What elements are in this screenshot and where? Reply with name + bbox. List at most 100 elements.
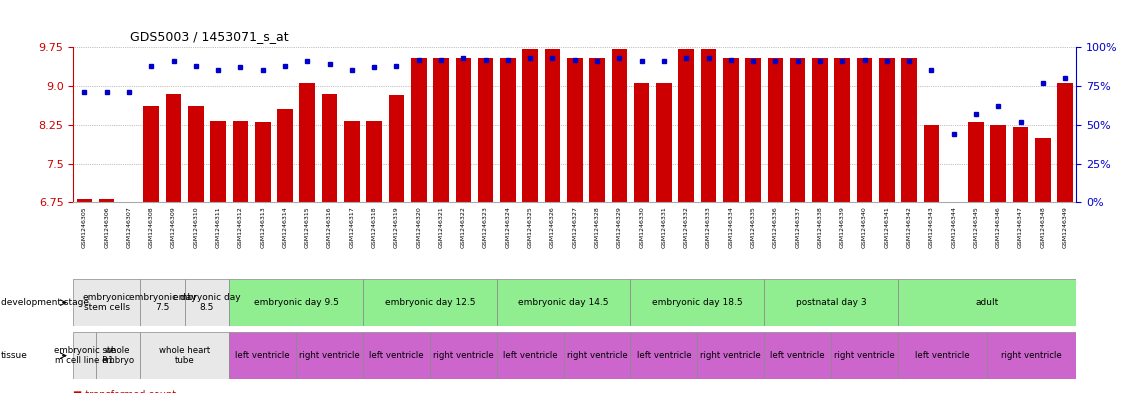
Text: GSM1246344: GSM1246344 [951, 206, 956, 248]
Bar [790, 57, 806, 202]
Bar [185, 279, 229, 326]
Text: GSM1246325: GSM1246325 [527, 206, 533, 248]
Text: GSM1246331: GSM1246331 [662, 206, 666, 248]
Text: GSM1246322: GSM1246322 [461, 206, 465, 248]
Bar [724, 57, 738, 202]
Bar [902, 57, 917, 202]
Text: GSM1246346: GSM1246346 [996, 206, 1001, 248]
Bar [656, 83, 672, 202]
Text: GSM1246314: GSM1246314 [283, 206, 287, 248]
Text: left ventricle: left ventricle [771, 351, 825, 360]
Bar [500, 57, 516, 202]
Text: GSM1246313: GSM1246313 [260, 206, 265, 248]
Bar [478, 57, 494, 202]
Bar [924, 125, 939, 202]
Bar [455, 57, 471, 202]
Bar [140, 279, 185, 326]
Text: GSM1246339: GSM1246339 [840, 206, 845, 248]
Text: embryonic day
7.5: embryonic day 7.5 [128, 293, 196, 312]
Bar [589, 57, 605, 202]
Bar [898, 279, 1076, 326]
Text: right ventricle: right ventricle [433, 351, 494, 360]
Bar [767, 57, 783, 202]
Bar [764, 332, 831, 379]
Text: right ventricle: right ventricle [567, 351, 628, 360]
Bar [991, 125, 1006, 202]
Bar [411, 57, 426, 202]
Bar [857, 57, 872, 202]
Bar [879, 57, 895, 202]
Text: right ventricle: right ventricle [1001, 351, 1062, 360]
Text: embryonic day
8.5: embryonic day 8.5 [174, 293, 241, 312]
Bar [122, 202, 136, 207]
Bar [633, 83, 649, 202]
Text: whole
embryo: whole embryo [101, 346, 134, 365]
Bar [523, 49, 538, 202]
Text: embryonic day 18.5: embryonic day 18.5 [653, 298, 743, 307]
Text: postnatal day 3: postnatal day 3 [796, 298, 867, 307]
Bar [255, 122, 270, 202]
Bar [429, 332, 497, 379]
Text: right ventricle: right ventricle [834, 351, 895, 360]
Text: GSM1246342: GSM1246342 [906, 206, 912, 248]
Bar [366, 121, 382, 202]
Text: GSM1246336: GSM1246336 [773, 206, 778, 248]
Text: development stage: development stage [1, 298, 89, 307]
Bar [363, 279, 497, 326]
Bar [433, 57, 449, 202]
Bar [99, 199, 115, 202]
Text: GSM1246330: GSM1246330 [639, 206, 645, 248]
Bar [834, 57, 850, 202]
Bar [322, 94, 337, 202]
Text: GSM1246305: GSM1246305 [82, 206, 87, 248]
Bar [73, 279, 140, 326]
Text: GSM1246329: GSM1246329 [616, 206, 622, 248]
Bar [544, 49, 560, 202]
Text: embryonic day 9.5: embryonic day 9.5 [254, 298, 338, 307]
Text: left ventricle: left ventricle [370, 351, 424, 360]
Text: GSM1246317: GSM1246317 [349, 206, 354, 248]
Bar [612, 49, 627, 202]
Bar [211, 121, 225, 202]
Bar [1035, 138, 1050, 202]
Text: ■ transformed count: ■ transformed count [73, 390, 177, 393]
Text: left ventricle: left ventricle [503, 351, 558, 360]
Bar [77, 199, 92, 202]
Text: GSM1246323: GSM1246323 [483, 206, 488, 248]
Text: embryonic day 12.5: embryonic day 12.5 [384, 298, 476, 307]
Text: GSM1246348: GSM1246348 [1040, 206, 1046, 248]
Bar [296, 332, 363, 379]
Text: GSM1246315: GSM1246315 [304, 206, 310, 248]
Bar [497, 279, 630, 326]
Bar [968, 122, 984, 202]
Text: GDS5003 / 1453071_s_at: GDS5003 / 1453071_s_at [130, 30, 289, 43]
Bar [166, 94, 181, 202]
Text: embryonic ste
m cell line R1: embryonic ste m cell line R1 [53, 346, 115, 365]
Text: GSM1246340: GSM1246340 [862, 206, 867, 248]
Text: GSM1246318: GSM1246318 [372, 206, 376, 248]
Bar [229, 332, 296, 379]
Text: GSM1246324: GSM1246324 [505, 206, 511, 248]
Text: GSM1246319: GSM1246319 [394, 206, 399, 248]
Text: GSM1246311: GSM1246311 [215, 206, 221, 248]
Text: left ventricle: left ventricle [236, 351, 290, 360]
Bar [745, 57, 761, 202]
Text: embryonic day 14.5: embryonic day 14.5 [518, 298, 609, 307]
Bar [140, 332, 229, 379]
Bar [678, 49, 694, 202]
Bar [96, 332, 140, 379]
Bar [1057, 83, 1073, 202]
Text: embryonic
stem cells: embryonic stem cells [82, 293, 131, 312]
Bar [987, 332, 1076, 379]
Text: GSM1246337: GSM1246337 [796, 206, 800, 248]
Bar [630, 332, 698, 379]
Bar [73, 332, 96, 379]
Text: GSM1246341: GSM1246341 [885, 206, 889, 248]
Bar [630, 279, 764, 326]
Bar [764, 279, 898, 326]
Bar [277, 109, 293, 202]
Text: left ventricle: left ventricle [637, 351, 691, 360]
Bar [300, 83, 316, 202]
Text: GSM1246349: GSM1246349 [1063, 206, 1067, 248]
Bar [188, 106, 204, 202]
